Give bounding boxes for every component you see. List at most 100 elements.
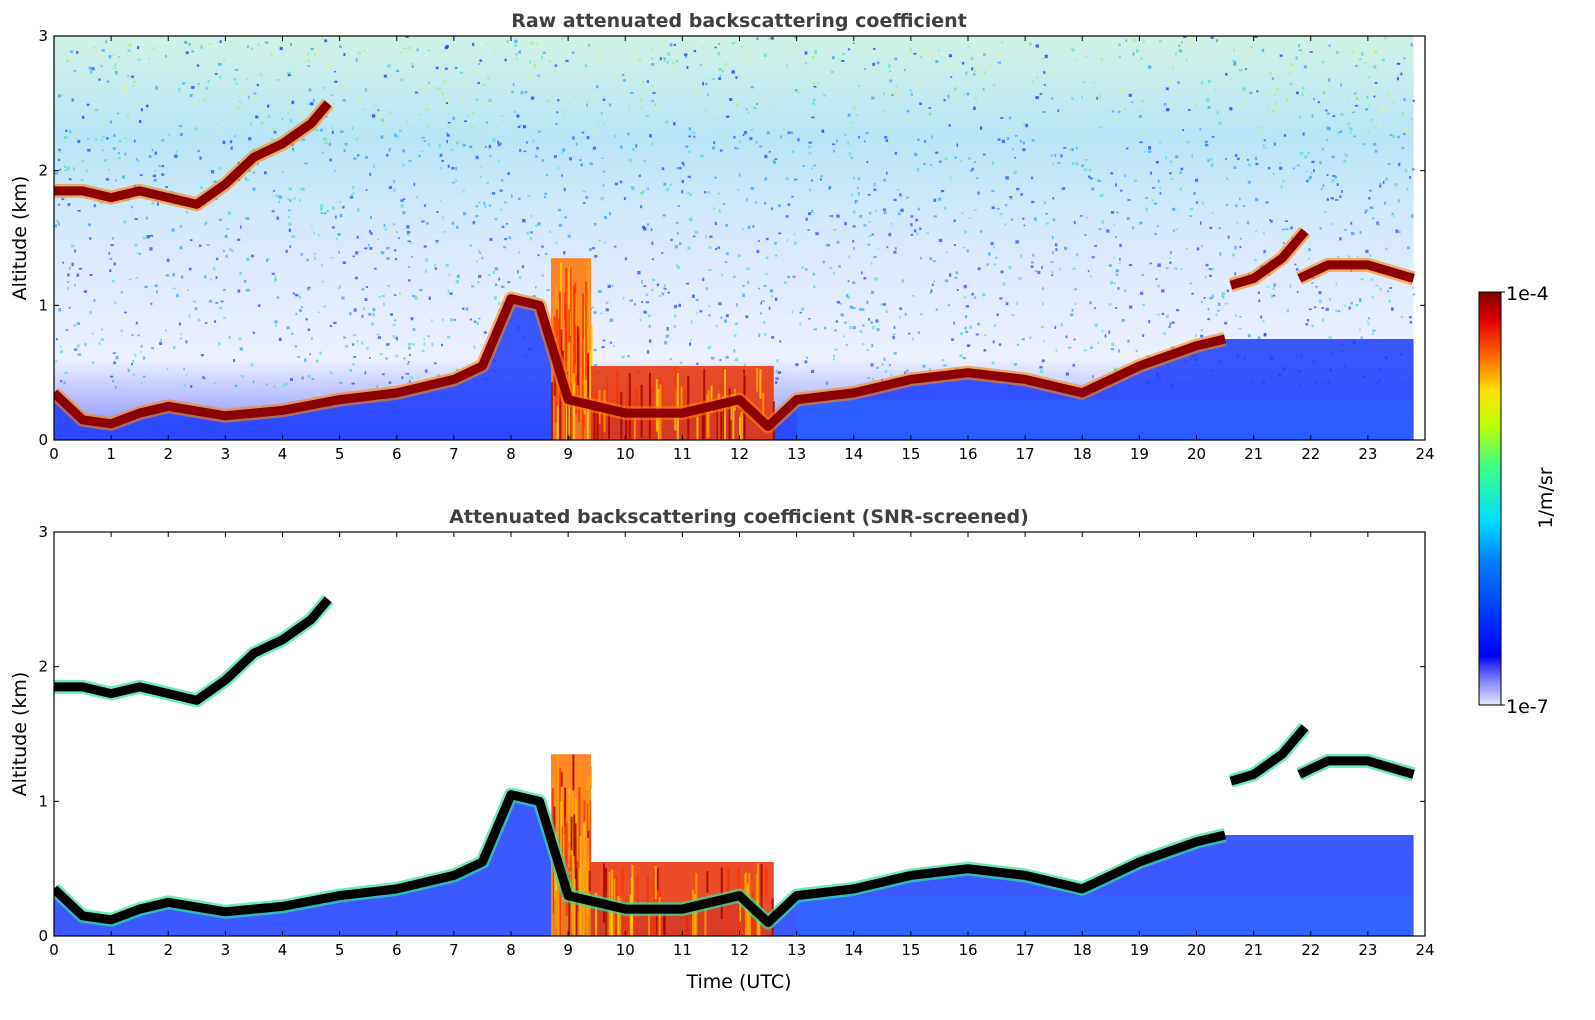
noise-speck — [159, 338, 162, 342]
noise-speck — [436, 373, 440, 378]
noise-speck — [627, 132, 630, 136]
noise-speck — [548, 60, 551, 63]
noise-speck — [165, 274, 170, 277]
noise-speck — [651, 63, 655, 66]
noise-speck — [515, 52, 518, 56]
noise-speck — [735, 103, 739, 107]
noise-speck — [890, 374, 893, 377]
noise-speck — [250, 122, 253, 126]
noise-speck — [778, 204, 781, 208]
noise-speck — [239, 347, 243, 351]
noise-speck — [1043, 84, 1046, 86]
noise-speck — [442, 216, 444, 219]
noise-speck — [165, 329, 167, 332]
x-tick-label: 3 — [221, 941, 231, 959]
noise-speck — [456, 141, 460, 145]
noise-speck — [245, 216, 247, 220]
noise-speck — [256, 83, 259, 87]
noise-speck — [434, 267, 438, 270]
noise-speck — [1139, 141, 1143, 144]
noise-speck — [982, 81, 984, 84]
noise-speck — [455, 368, 459, 372]
noise-speck — [1233, 48, 1235, 53]
noise-speck — [676, 59, 679, 63]
noise-speck — [1219, 252, 1222, 256]
noise-speck — [260, 55, 263, 60]
noise-speck — [210, 170, 215, 174]
noise-speck — [1123, 108, 1127, 110]
noise-speck — [300, 253, 303, 256]
noise-speck — [139, 350, 142, 353]
noise-speck — [916, 168, 920, 172]
noise-speck — [998, 343, 1002, 347]
noise-speck — [161, 139, 165, 142]
noise-speck — [1163, 332, 1166, 335]
noise-speck — [893, 326, 896, 329]
noise-speck — [396, 231, 398, 233]
noise-speck — [768, 306, 771, 310]
noise-speck — [445, 44, 449, 49]
noise-speck — [83, 290, 88, 293]
noise-speck — [929, 257, 933, 261]
noise-speck — [707, 93, 709, 96]
dense-cloud-streak — [656, 889, 659, 936]
noise-speck — [222, 140, 226, 144]
noise-speck — [914, 152, 918, 157]
noise-speck — [1168, 80, 1171, 84]
noise-speck — [1270, 219, 1273, 223]
noise-speck — [1050, 261, 1054, 263]
noise-speck — [402, 149, 406, 153]
noise-speck — [503, 246, 507, 249]
dense-cloud-streak — [554, 364, 557, 424]
noise-speck — [537, 130, 541, 133]
noise-speck — [1009, 198, 1013, 201]
noise-speck — [737, 254, 741, 258]
noise-speck — [213, 320, 216, 323]
noise-speck — [1409, 320, 1412, 324]
dense-cloud-streak — [621, 868, 624, 895]
noise-speck — [381, 295, 385, 298]
noise-speck — [801, 307, 805, 311]
dense-cloud-streak — [559, 767, 562, 851]
noise-speck — [1326, 112, 1330, 115]
noise-speck — [555, 122, 558, 125]
noise-speck — [112, 352, 116, 354]
noise-speck — [1127, 339, 1130, 343]
noise-speck — [1371, 90, 1375, 93]
noise-speck — [1075, 146, 1078, 150]
noise-speck — [569, 157, 572, 161]
noise-speck — [402, 211, 406, 215]
noise-speck — [108, 55, 112, 58]
noise-speck — [480, 165, 483, 168]
noise-speck — [756, 37, 759, 41]
noise-speck — [1120, 89, 1123, 93]
noise-speck — [517, 270, 519, 274]
noise-speck — [588, 116, 591, 119]
noise-speck — [997, 138, 1001, 141]
noise-speck — [487, 76, 491, 80]
noise-speck — [1337, 255, 1340, 258]
noise-speck — [275, 194, 280, 198]
noise-speck — [314, 256, 316, 261]
noise-speck — [307, 52, 310, 56]
noise-speck — [661, 252, 664, 254]
noise-speck — [405, 372, 410, 375]
noise-speck — [1352, 111, 1355, 114]
noise-speck — [287, 112, 291, 114]
noise-speck — [1308, 248, 1311, 252]
noise-speck — [764, 154, 768, 159]
noise-speck — [1281, 228, 1285, 231]
dense-cloud-streak — [575, 336, 578, 415]
noise-speck — [219, 40, 222, 44]
noise-speck — [811, 167, 813, 170]
noise-speck — [292, 147, 294, 151]
noise-speck — [410, 317, 414, 321]
noise-speck — [1271, 109, 1275, 113]
noise-speck — [179, 132, 184, 137]
noise-speck — [996, 207, 1000, 210]
noise-speck — [486, 121, 488, 124]
noise-speck — [747, 225, 751, 230]
noise-speck — [91, 361, 95, 364]
noise-speck — [852, 240, 855, 243]
dense-cloud-streak — [584, 861, 587, 892]
